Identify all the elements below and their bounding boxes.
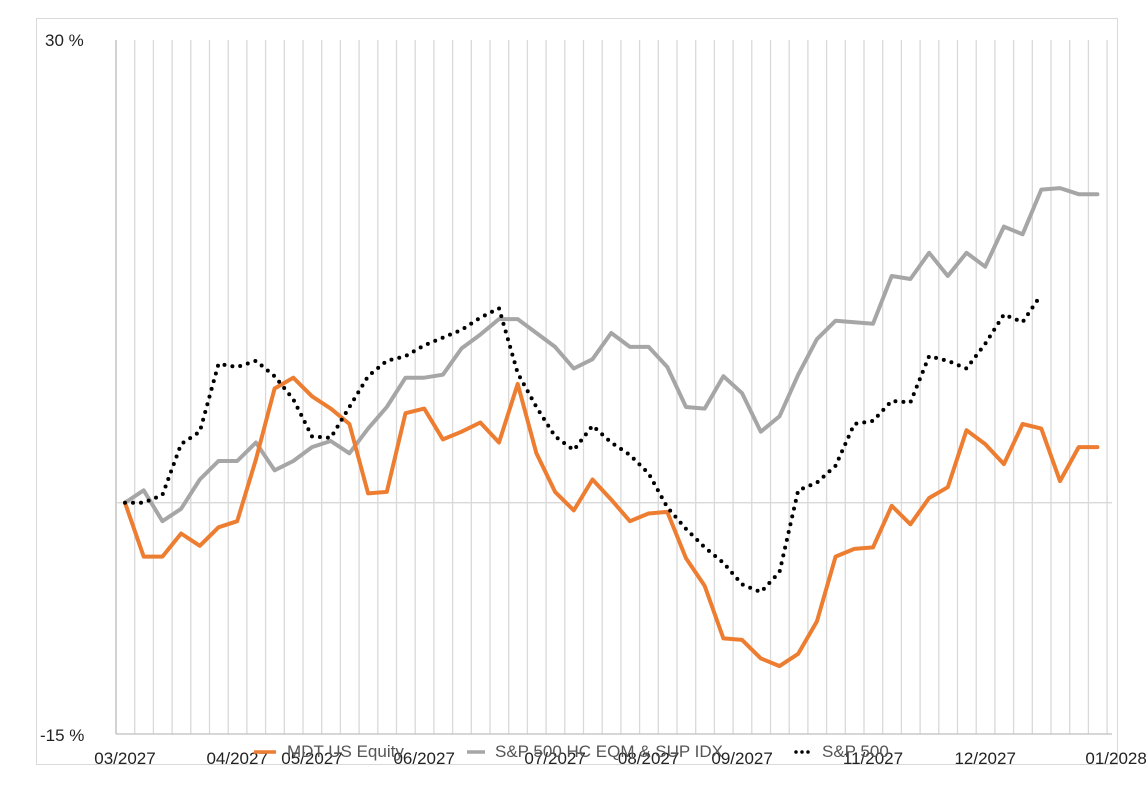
vertical-gridlines <box>115 40 1108 734</box>
y-tick-label: -15 % <box>40 726 84 745</box>
x-tick-label: 01/2028 <box>1085 749 1146 768</box>
legend-label: MDT US Equity <box>287 742 404 761</box>
legend-label: S&P 500 HC EQM & SUP IDX <box>495 742 723 761</box>
chart-frame <box>36 18 1118 765</box>
x-tick-label: 04/2027 <box>206 749 267 768</box>
series-lines <box>123 186 1100 669</box>
x-tick-labels: 03/2027 04/2027 05/2027 06/2027 07/2027 08/20… <box>94 749 1146 768</box>
x-tick-label: 09/2027 <box>711 749 772 768</box>
x-tick-label: 11/2027 <box>843 749 903 768</box>
series-line <box>123 375 1100 669</box>
x-tick-label: 03/2027 <box>94 749 155 768</box>
legend-label: S&P 500 <box>822 742 889 761</box>
x-tick-label: 07/2027 <box>524 749 585 768</box>
series-line <box>123 292 1044 595</box>
x-tick-label: 06/2027 <box>393 749 454 768</box>
x-tick-label: 12/2027 <box>954 749 1015 768</box>
series-line <box>123 186 1100 524</box>
legend: MDT US Equity S&P 500 HC EQM & SUP IDX S&P… <box>254 742 889 761</box>
x-tick-label: 08/2027 <box>618 749 679 768</box>
y-tick-labels: 30 % -15 % <box>40 31 84 745</box>
y-tick-label: 30 % <box>45 31 84 50</box>
x-tick-label: 05/2027 <box>281 749 342 768</box>
